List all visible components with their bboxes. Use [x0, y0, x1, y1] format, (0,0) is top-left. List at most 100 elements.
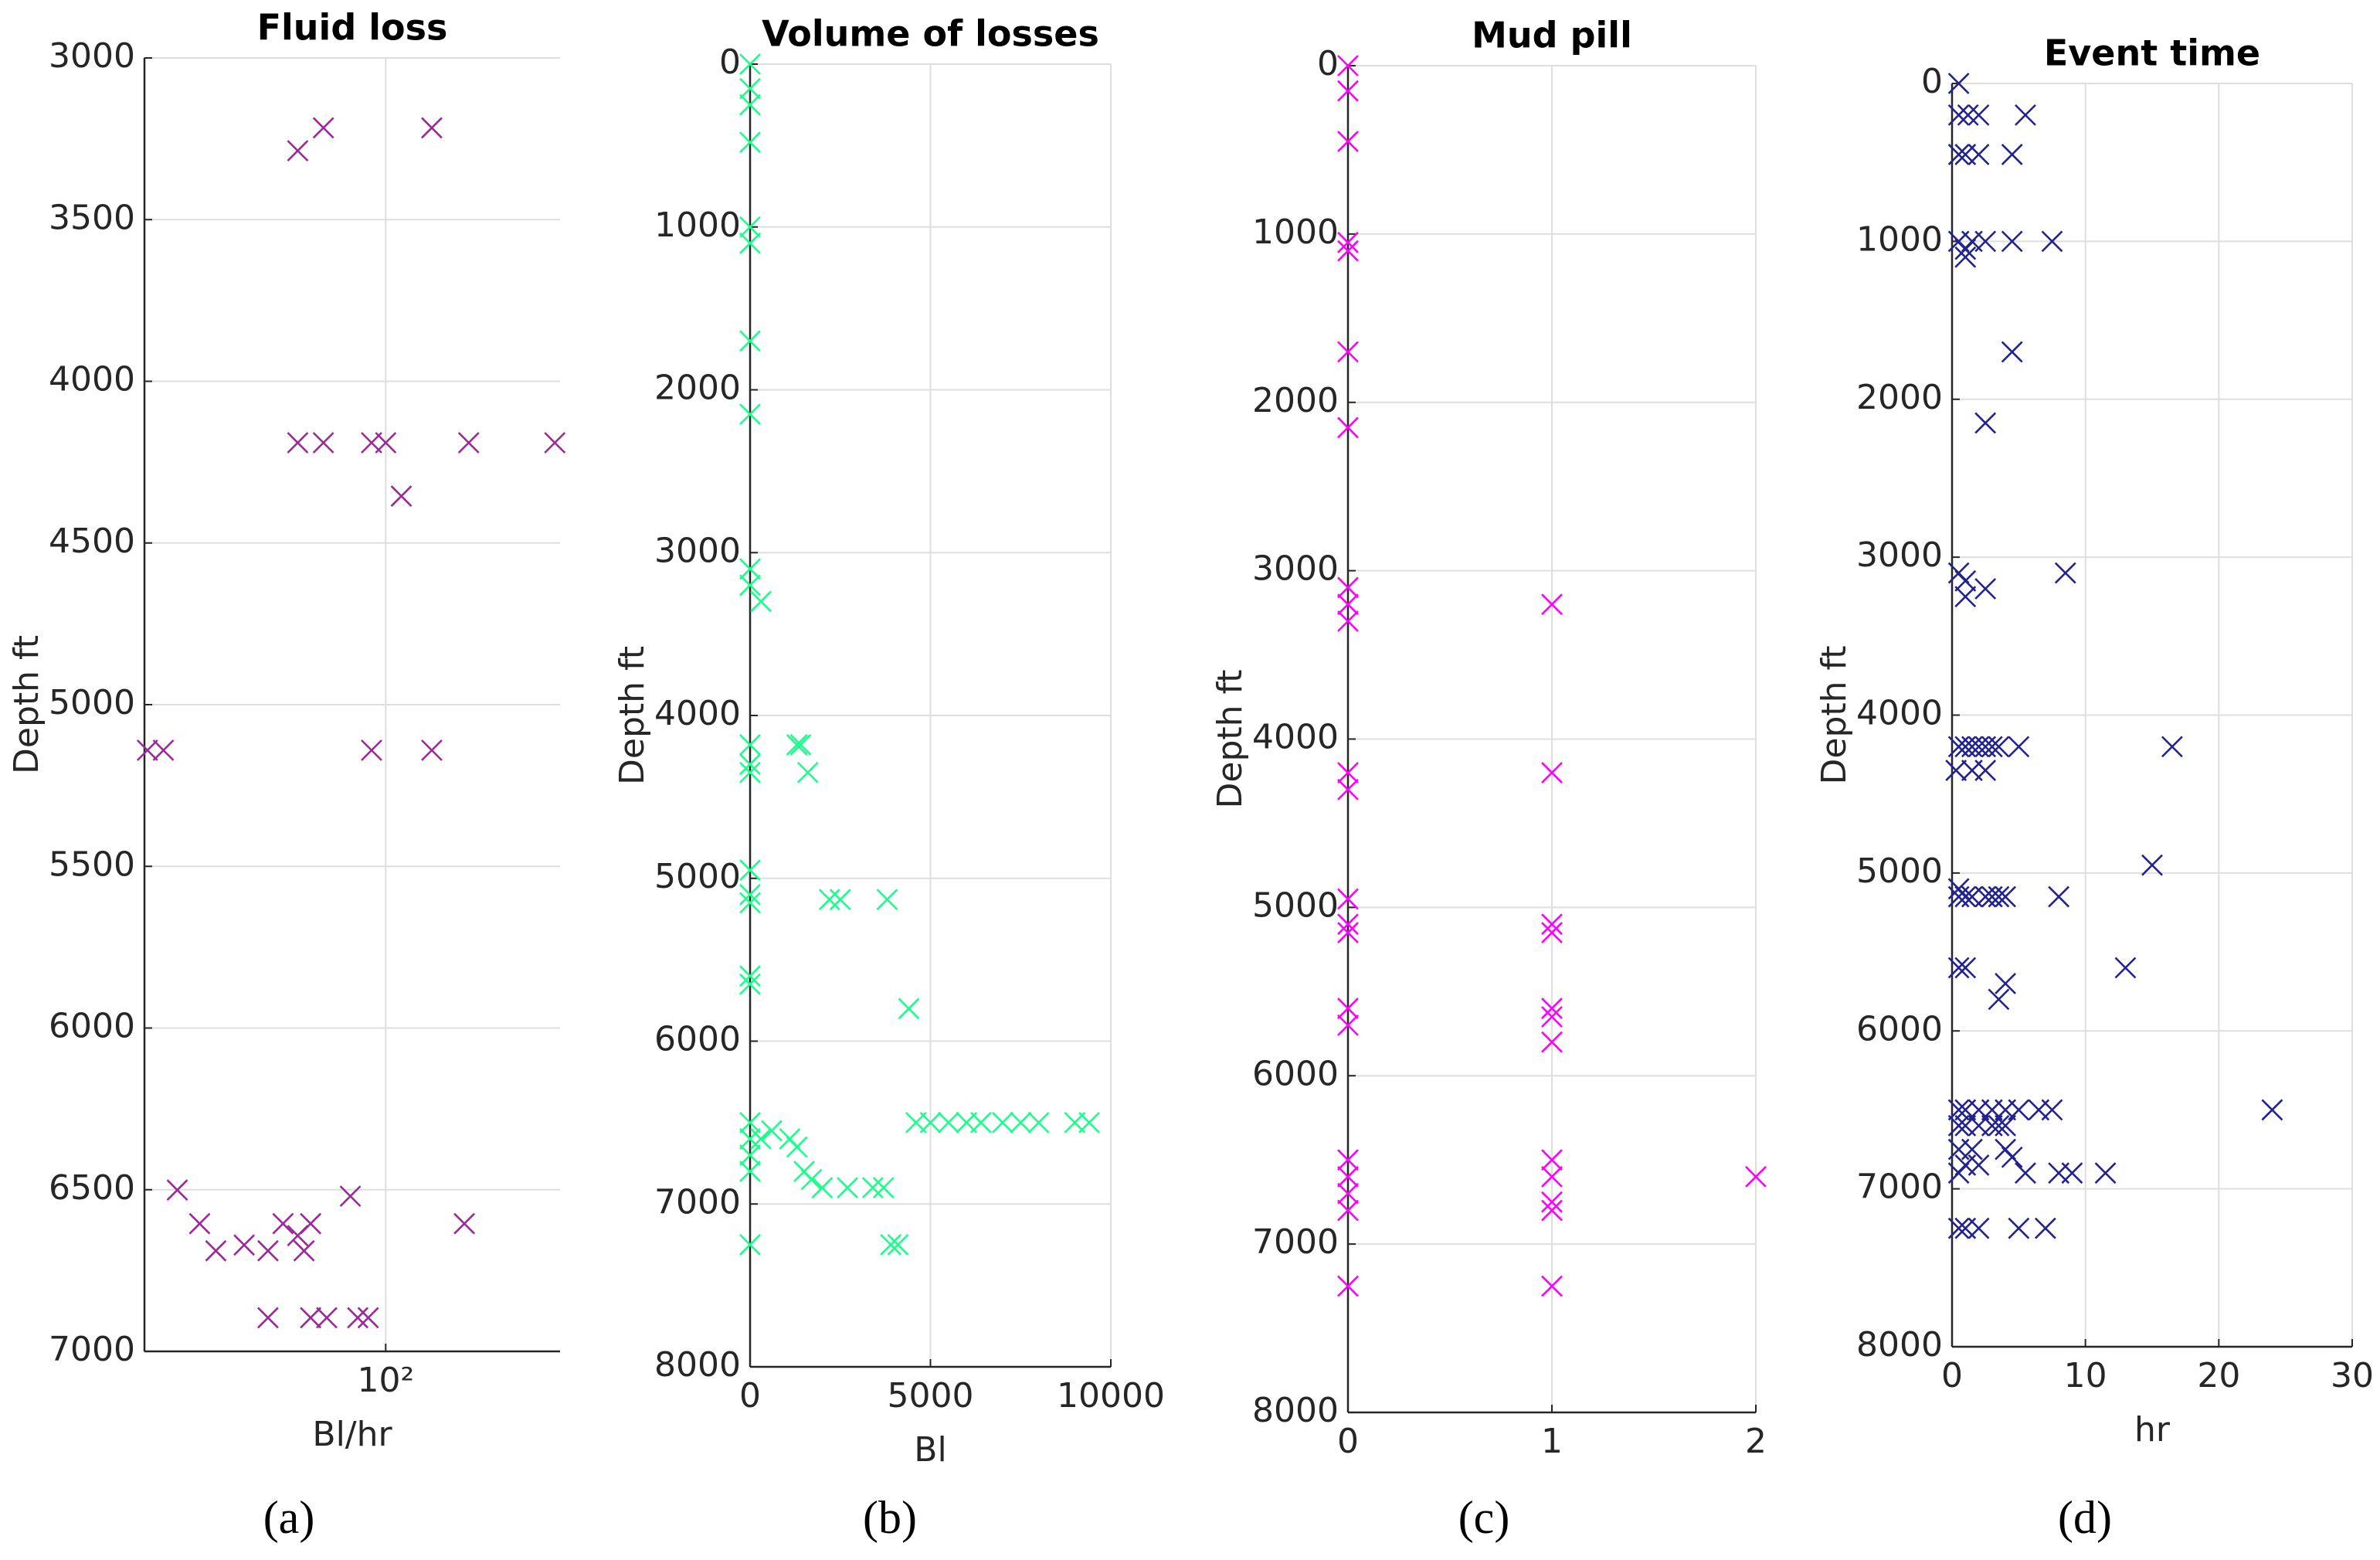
marker [312, 432, 334, 454]
marker [1974, 760, 1997, 781]
marker [1337, 80, 1359, 102]
marker [1337, 1149, 1359, 1171]
y-tick-label: 5500 [49, 845, 135, 884]
marker [1947, 957, 1970, 979]
marker [1541, 762, 1563, 783]
marker [739, 77, 761, 100]
x-tick-label: 10 [2064, 1356, 2107, 1395]
marker [272, 1212, 294, 1235]
marker [2001, 1146, 2023, 1168]
y-tick-label: 7000 [1252, 1222, 1339, 1262]
x-axis-label: Bl [914, 1430, 946, 1470]
marker [1078, 1111, 1100, 1133]
chart-title: Fluid loss [257, 7, 448, 49]
marker [1541, 1149, 1563, 1171]
y-tick-label: 1000 [1252, 212, 1339, 252]
marker [1337, 778, 1359, 800]
marker [1337, 1166, 1359, 1188]
marker [1988, 885, 2010, 908]
marker [1947, 1114, 1970, 1137]
panel-caption: (a) [263, 1492, 315, 1543]
marker [1974, 230, 1997, 253]
marker [1541, 1166, 1563, 1188]
marker [2114, 957, 2137, 979]
y-tick-label: 5000 [1856, 851, 1943, 891]
marker [1027, 1111, 1050, 1133]
y-tick-label: 6000 [1252, 1054, 1339, 1093]
marker [739, 1111, 761, 1133]
marker [739, 761, 761, 783]
panel: 3000 3500 4000 4500 5000 5500 6000 6500 7000 10² F… [7, 7, 566, 1543]
marker [1995, 973, 2016, 994]
marker [300, 1307, 322, 1329]
marker [739, 93, 761, 116]
y-tick-label: 5000 [49, 683, 135, 722]
marker [898, 998, 920, 1020]
marker [796, 761, 819, 783]
marker [991, 1111, 1013, 1133]
marker [1947, 104, 1970, 126]
marker [1337, 593, 1359, 616]
x-tick-label: 1 [1541, 1422, 1563, 1461]
marker [287, 432, 309, 454]
marker [1954, 957, 1977, 979]
marker [1745, 1166, 1767, 1188]
marker [2015, 1162, 2036, 1184]
marker [739, 859, 761, 882]
marker [739, 965, 761, 987]
y-tick-label: 4000 [1856, 694, 1943, 733]
marker [739, 1234, 761, 1256]
marker [811, 1177, 834, 1199]
y-tick-label: 6000 [1856, 1009, 1943, 1048]
marker [287, 140, 309, 162]
marker [739, 973, 761, 995]
x-tick-label: 30 [2331, 1356, 2374, 1395]
y-tick-label: 8000 [1856, 1325, 1943, 1365]
marker [789, 734, 812, 756]
marker [1337, 762, 1359, 783]
marker [1967, 104, 1990, 126]
marker [339, 1185, 362, 1208]
y-tick-label: 4000 [1252, 718, 1339, 757]
marker [750, 1128, 772, 1150]
panel-caption: (b) [863, 1492, 917, 1543]
marker [1337, 998, 1359, 1020]
marker [257, 1239, 279, 1262]
marker [375, 432, 397, 454]
marker [1541, 913, 1563, 936]
marker [2001, 230, 2023, 253]
marker [750, 590, 772, 613]
marker [1337, 610, 1359, 632]
marker [2008, 1099, 2030, 1121]
marker [152, 739, 175, 761]
y-tick-label: 1000 [654, 206, 741, 245]
y-tick-label: 0 [1921, 62, 1943, 101]
y-tick-label: 3000 [654, 531, 741, 570]
marker [1337, 576, 1359, 599]
marker [1947, 73, 1970, 94]
marker [739, 1161, 761, 1183]
y-tick-label: 8000 [1252, 1391, 1339, 1430]
marker [1967, 1217, 1990, 1239]
marker [1010, 1111, 1032, 1133]
marker [837, 1177, 859, 1199]
marker [2008, 736, 2030, 758]
y-tick-label: 4000 [49, 360, 135, 399]
marker [188, 1212, 211, 1235]
marker [1995, 1114, 2016, 1137]
marker [1947, 1217, 1970, 1239]
x-axis-label: Bl/hr [312, 1415, 392, 1454]
marker [453, 1212, 476, 1235]
marker [2048, 885, 2070, 908]
marker [390, 485, 413, 507]
marker [861, 1177, 884, 1199]
y-tick-label: 4000 [654, 694, 741, 733]
marker [1988, 736, 2010, 758]
marker [800, 1168, 823, 1191]
marker [1541, 1191, 1563, 1213]
x-tick-label: 20 [2197, 1356, 2240, 1395]
marker [2261, 1099, 2283, 1121]
